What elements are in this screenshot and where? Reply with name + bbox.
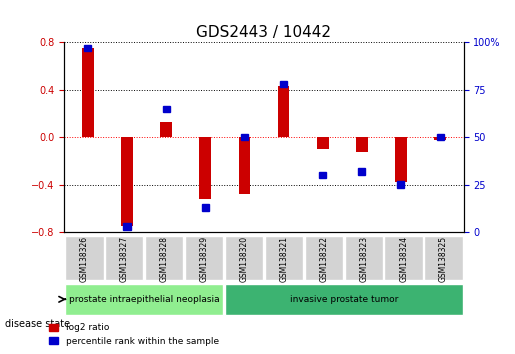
Text: disease state: disease state (5, 319, 70, 329)
FancyBboxPatch shape (424, 236, 462, 280)
Bar (317, 137, 329, 149)
FancyBboxPatch shape (124, 223, 130, 230)
Bar (160, 122, 172, 137)
FancyBboxPatch shape (105, 236, 143, 280)
Text: GSM138324: GSM138324 (399, 236, 408, 282)
Text: GSM138320: GSM138320 (239, 236, 248, 282)
FancyBboxPatch shape (345, 236, 383, 280)
FancyBboxPatch shape (265, 236, 303, 280)
Text: GSM138329: GSM138329 (200, 236, 209, 282)
FancyBboxPatch shape (437, 134, 443, 141)
Text: GSM138321: GSM138321 (280, 236, 288, 282)
Text: prostate intraepithelial neoplasia: prostate intraepithelial neoplasia (69, 295, 219, 304)
FancyBboxPatch shape (398, 182, 404, 188)
FancyBboxPatch shape (202, 204, 209, 211)
FancyBboxPatch shape (241, 134, 248, 141)
Title: GDS2443 / 10442: GDS2443 / 10442 (196, 25, 332, 40)
FancyBboxPatch shape (319, 172, 326, 178)
Text: GSM138322: GSM138322 (319, 236, 328, 282)
FancyBboxPatch shape (65, 236, 104, 280)
Text: GSM138326: GSM138326 (80, 236, 89, 282)
FancyBboxPatch shape (145, 236, 183, 280)
Bar (434, 137, 446, 140)
FancyBboxPatch shape (65, 284, 223, 315)
FancyBboxPatch shape (185, 236, 223, 280)
FancyBboxPatch shape (225, 284, 462, 315)
FancyBboxPatch shape (385, 236, 423, 280)
Bar (278, 86, 289, 137)
Bar (356, 137, 368, 152)
Text: invasive prostate tumor: invasive prostate tumor (289, 295, 398, 304)
Bar (199, 137, 211, 199)
Text: GSM138328: GSM138328 (160, 236, 168, 282)
FancyBboxPatch shape (305, 236, 343, 280)
Text: GSM138323: GSM138323 (359, 236, 368, 282)
Bar (238, 137, 250, 194)
FancyBboxPatch shape (225, 236, 263, 280)
Bar (82, 48, 94, 137)
FancyBboxPatch shape (163, 105, 169, 112)
Legend: log2 ratio, percentile rank within the sample: log2 ratio, percentile rank within the s… (46, 320, 222, 349)
FancyBboxPatch shape (358, 168, 365, 175)
Bar (395, 137, 407, 182)
Bar (121, 137, 133, 226)
Text: GSM138325: GSM138325 (439, 236, 448, 282)
FancyBboxPatch shape (280, 81, 287, 87)
Text: GSM138327: GSM138327 (120, 236, 129, 282)
FancyBboxPatch shape (84, 45, 91, 51)
